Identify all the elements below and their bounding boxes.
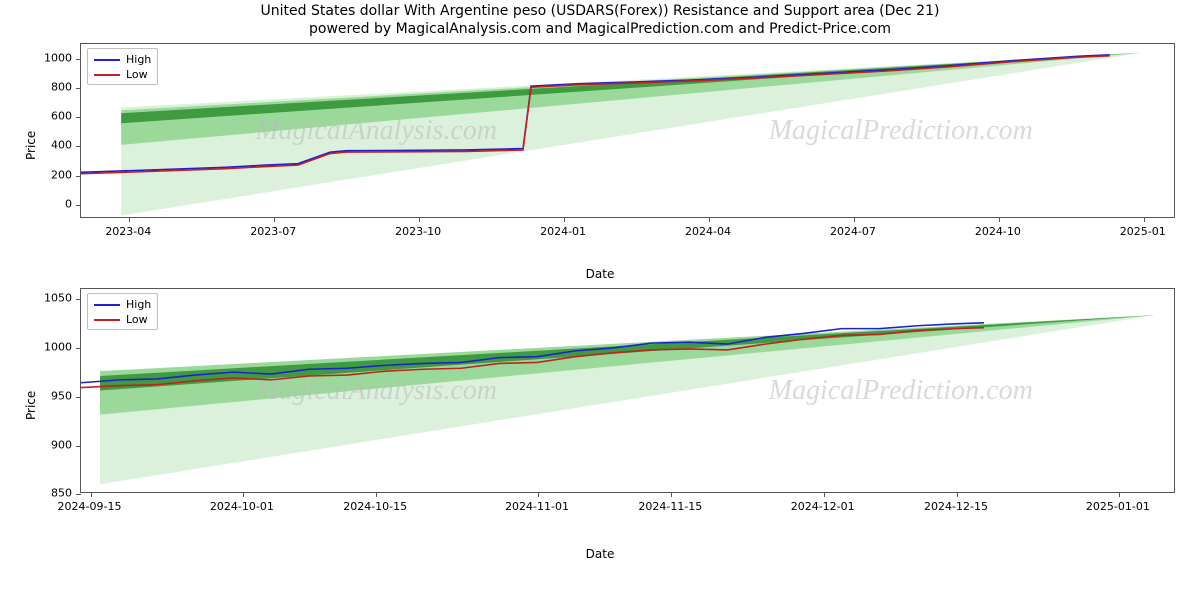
y-tick-label: 900 — [38, 438, 72, 451]
x-tick-mark — [538, 492, 539, 497]
x-tick-label: 2025-01 — [1120, 225, 1166, 238]
x-tick-label: 2024-12-15 — [924, 500, 988, 513]
x-tick-mark — [419, 217, 420, 222]
x-tick-mark — [243, 492, 244, 497]
y-tick-label: 400 — [38, 139, 72, 152]
y-tick-mark — [76, 446, 81, 447]
y-tick-label: 0 — [38, 197, 72, 210]
x-tick-mark — [1119, 492, 1120, 497]
plot-area-bottom: MagicalAnalysis.com MagicalPrediction.co… — [80, 288, 1175, 493]
legend-swatch-high — [94, 304, 120, 306]
x-tick-label: 2024-01 — [540, 225, 586, 238]
x-axis-label: Date — [0, 267, 1200, 281]
x-tick-mark — [999, 217, 1000, 222]
x-tick-mark — [957, 492, 958, 497]
legend-item-low: Low — [94, 312, 151, 327]
y-tick-label: 1000 — [38, 51, 72, 64]
y-tick-mark — [76, 494, 81, 495]
chart-main-title: United States dollar With Argentine peso… — [0, 2, 1200, 20]
plot-area-top: MagicalAnalysis.com MagicalPrediction.co… — [80, 43, 1175, 218]
y-tick-label: 1000 — [38, 340, 72, 353]
y-tick-label: 800 — [38, 81, 72, 94]
y-tick-mark — [76, 176, 81, 177]
legend-label-high: High — [126, 53, 151, 66]
x-tick-label: 2024-04 — [685, 225, 731, 238]
x-tick-mark — [854, 217, 855, 222]
chart-sub-title: powered by MagicalAnalysis.com and Magic… — [0, 20, 1200, 38]
legend-label-low: Low — [126, 313, 148, 326]
y-tick-mark — [76, 117, 81, 118]
y-tick-label: 200 — [38, 168, 72, 181]
legend-swatch-low — [94, 319, 120, 321]
y-tick-label: 850 — [38, 487, 72, 500]
x-tick-mark — [824, 492, 825, 497]
y-tick-mark — [76, 88, 81, 89]
x-tick-mark — [564, 217, 565, 222]
y-tick-label: 600 — [38, 110, 72, 123]
x-tick-mark — [1144, 217, 1145, 222]
y-axis-label: Price — [24, 360, 38, 420]
legend: High Low — [87, 293, 158, 330]
plot-svg-top — [81, 44, 1174, 217]
y-tick-mark — [76, 205, 81, 206]
x-tick-label: 2024-09-15 — [58, 500, 122, 513]
x-tick-mark — [671, 492, 672, 497]
chart-bottom: Price MagicalAnalysis.com MagicalPredict… — [0, 283, 1200, 563]
x-tick-label: 2024-07 — [830, 225, 876, 238]
x-tick-label: 2024-11-01 — [505, 500, 569, 513]
legend-item-low: Low — [94, 67, 151, 82]
x-tick-label: 2024-10 — [975, 225, 1021, 238]
y-tick-label: 950 — [38, 389, 72, 402]
chart-top: Price MagicalAnalysis.com MagicalPredict… — [0, 38, 1200, 283]
x-tick-label: 2025-01-01 — [1086, 500, 1150, 513]
x-axis-label: Date — [0, 547, 1200, 561]
x-tick-mark — [376, 492, 377, 497]
x-tick-label: 2024-10-01 — [210, 500, 274, 513]
x-tick-label: 2024-11-15 — [638, 500, 702, 513]
legend-swatch-low — [94, 74, 120, 76]
x-tick-label: 2024-12-01 — [791, 500, 855, 513]
y-tick-label: 1050 — [38, 292, 72, 305]
x-tick-label: 2024-10-15 — [343, 500, 407, 513]
x-tick-mark — [709, 217, 710, 222]
legend-item-high: High — [94, 297, 151, 312]
legend-label-high: High — [126, 298, 151, 311]
x-tick-mark — [91, 492, 92, 497]
x-tick-mark — [129, 217, 130, 222]
plot-svg-bottom — [81, 289, 1174, 492]
legend: High Low — [87, 48, 158, 85]
y-axis-label: Price — [24, 100, 38, 160]
x-tick-label: 2023-10 — [395, 225, 441, 238]
y-tick-mark — [76, 397, 81, 398]
y-tick-mark — [76, 146, 81, 147]
legend-label-low: Low — [126, 68, 148, 81]
chart-titles: United States dollar With Argentine peso… — [0, 0, 1200, 38]
x-tick-mark — [274, 217, 275, 222]
x-tick-label: 2023-07 — [250, 225, 296, 238]
y-tick-mark — [76, 299, 81, 300]
legend-item-high: High — [94, 52, 151, 67]
y-tick-mark — [76, 59, 81, 60]
legend-swatch-high — [94, 59, 120, 61]
y-tick-mark — [76, 348, 81, 349]
x-tick-label: 2023-04 — [105, 225, 151, 238]
